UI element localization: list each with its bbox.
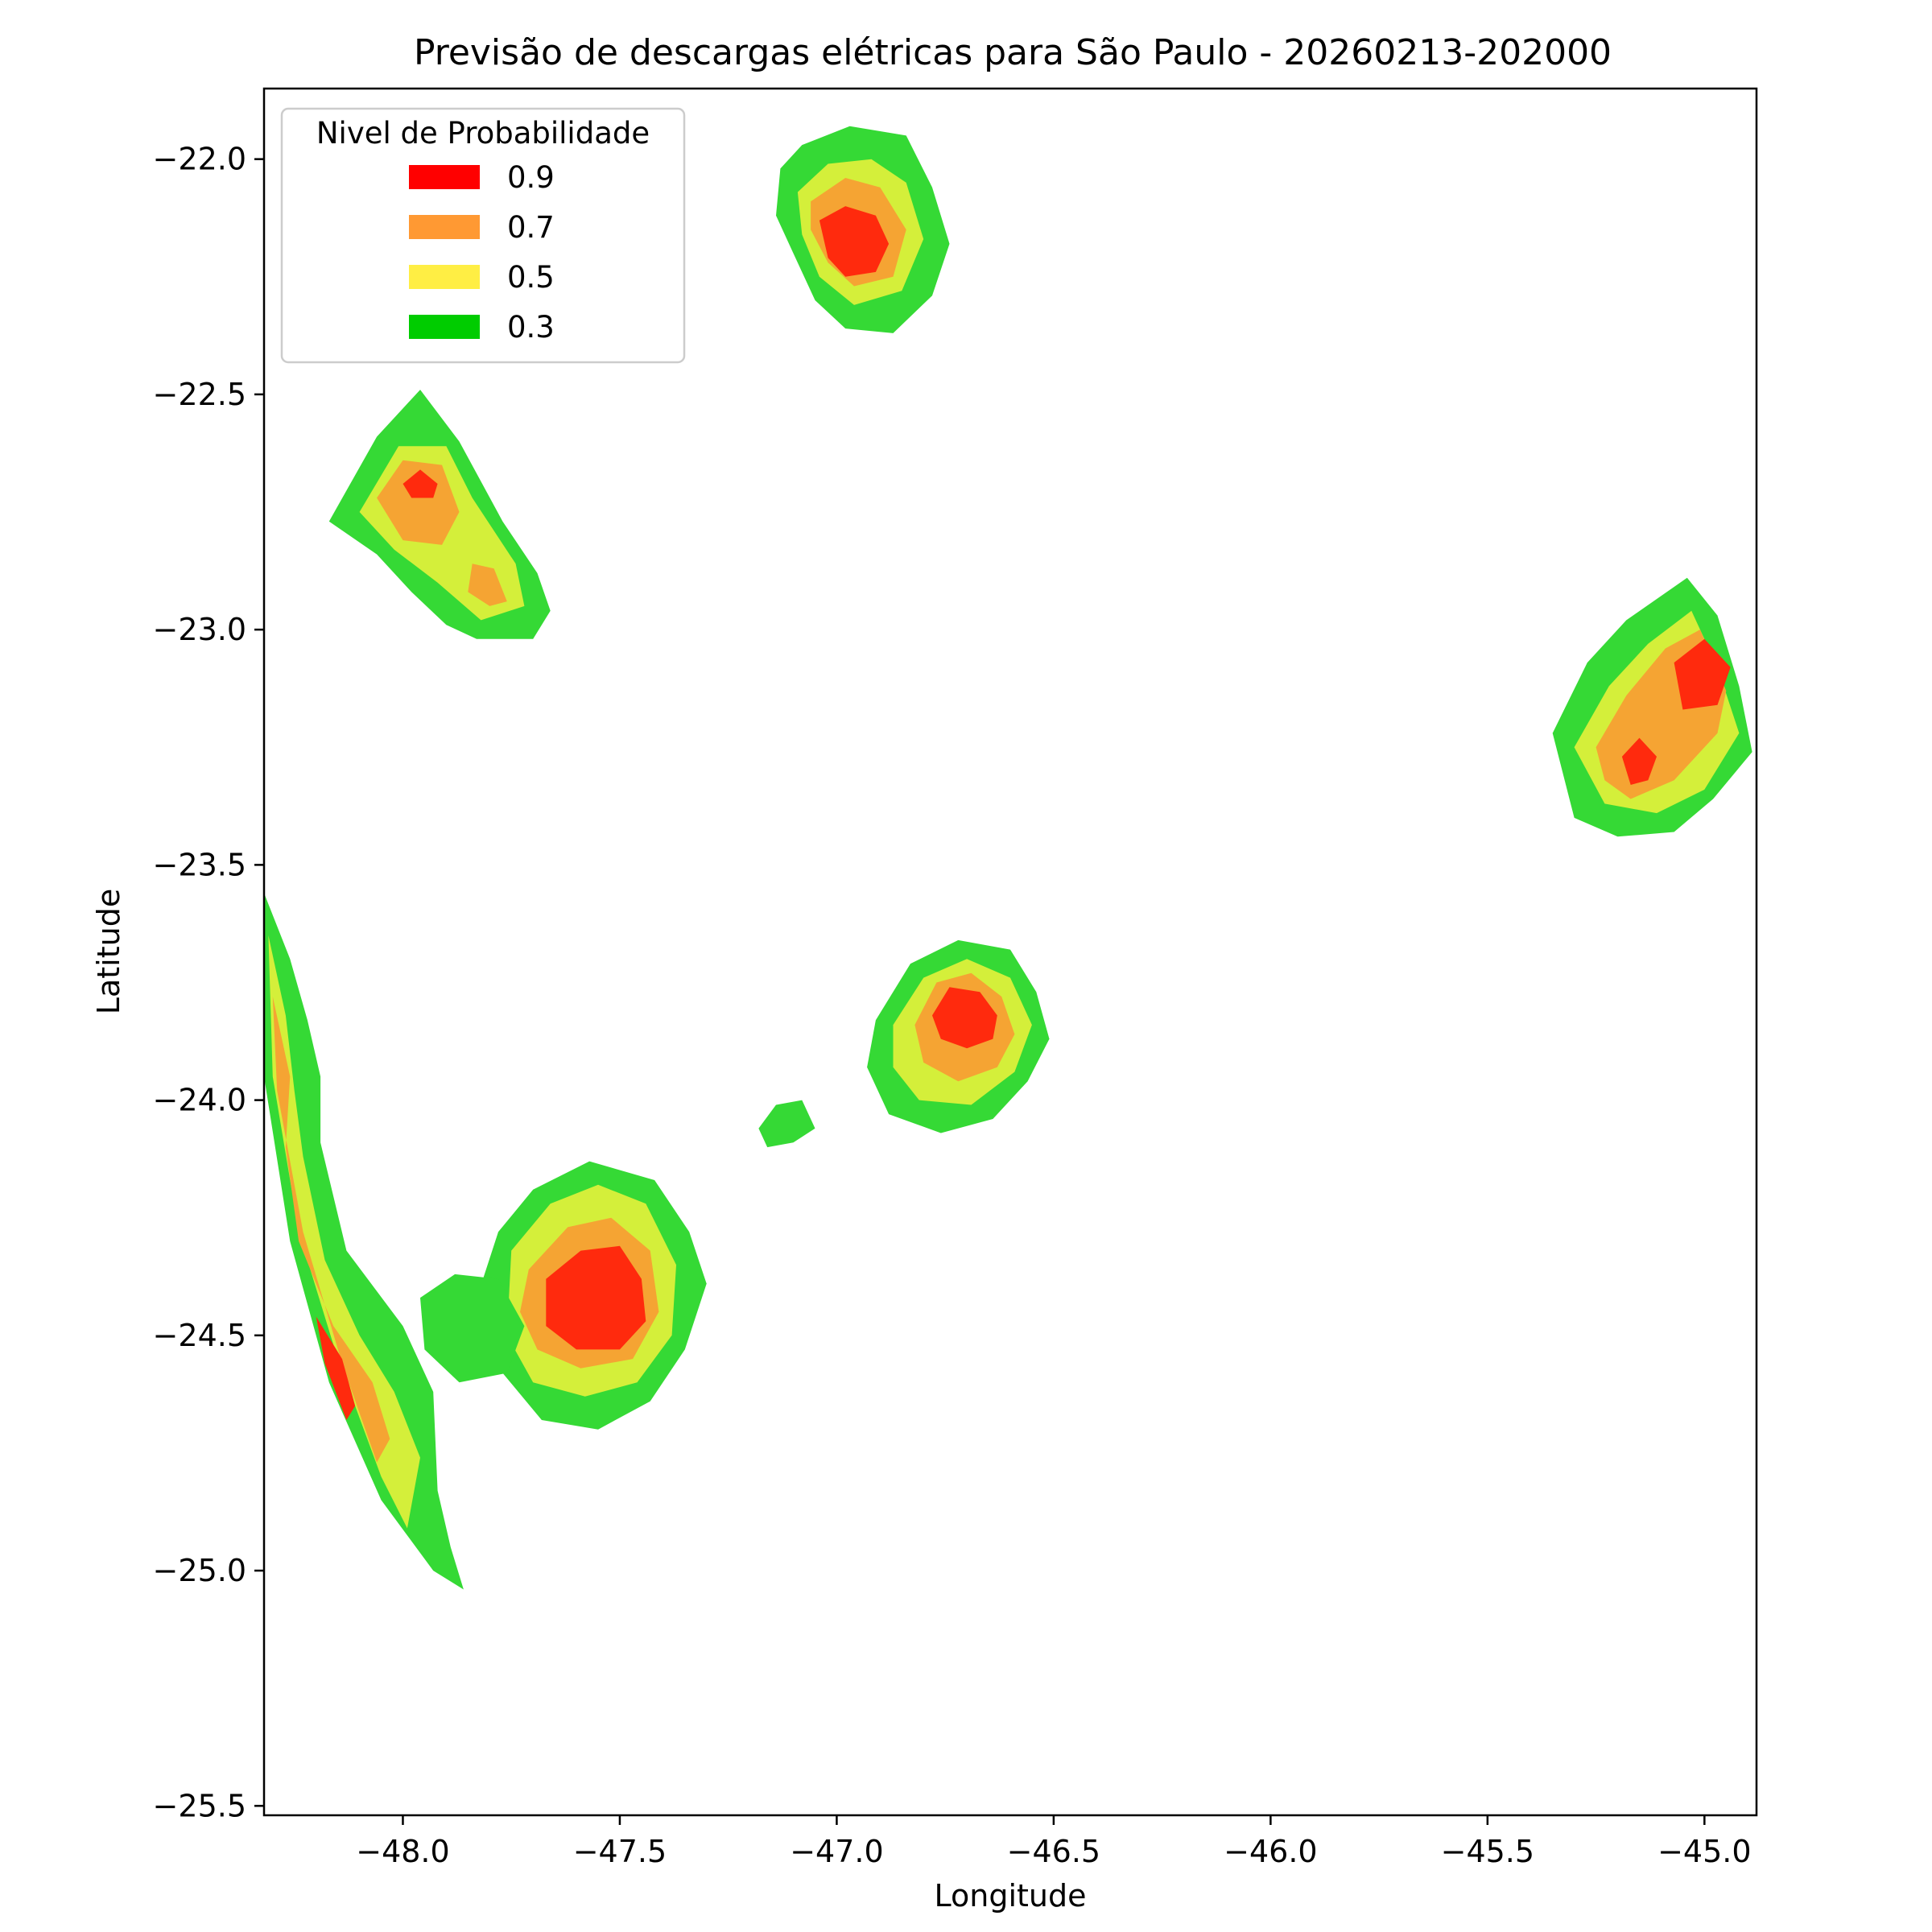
legend-box — [280, 107, 686, 364]
cell-east-extra-0-level-09 — [1621, 737, 1657, 785]
legend-swatch — [409, 265, 480, 289]
x-tick-label: −47.0 — [790, 1834, 883, 1869]
x-tick-label: −48.0 — [356, 1834, 449, 1869]
cell-central — [867, 939, 1050, 1133]
cell-southwest-band-level-07 — [272, 997, 390, 1463]
cell-northwest-level-07 — [377, 460, 460, 545]
legend-swatch — [409, 215, 480, 239]
cell-bridge-level-03 — [420, 1274, 525, 1383]
cell-southwest-band — [264, 893, 464, 1590]
y-tick-label: −23.5 — [153, 847, 246, 882]
y-tick-label: −23.0 — [153, 612, 246, 647]
chart-title: Previsão de descargas elétricas para São… — [414, 32, 1612, 73]
cell-east-level-09 — [1674, 638, 1731, 710]
y-tick-label: −22.5 — [153, 377, 246, 412]
x-tick-label: −47.5 — [573, 1834, 667, 1869]
x-tick-label: −46.5 — [1007, 1834, 1100, 1869]
x-axis-ticks: −48.0 −47.5 −47.0 −46.5 −46.0 −45.5 −45.0 — [356, 1815, 1752, 1869]
legend-label: 0.9 — [507, 160, 555, 195]
cell-southwest-band-level-03 — [264, 893, 464, 1590]
y-tick-label: −25.0 — [153, 1553, 246, 1588]
cell-southwest-band-level-05 — [268, 935, 420, 1529]
contour-fills — [264, 126, 1752, 1590]
x-tick-label: −45.5 — [1441, 1834, 1534, 1869]
cell-central-level-09 — [932, 987, 997, 1049]
cell-east — [1552, 577, 1752, 837]
legend-label: 0.3 — [507, 310, 555, 345]
y-axis-ticks: −22.0 −22.5 −23.0 −23.5 −24.0 −24.5 −25.0 −25.5 — [153, 142, 264, 1823]
cell-south-level-09 — [546, 1245, 646, 1350]
y-tick-label: −22.0 — [153, 142, 246, 177]
cell-small-blob-level-03 — [758, 1100, 815, 1148]
plot-frame — [262, 87, 1758, 1817]
cell-northwest-level-09 — [402, 469, 438, 498]
x-tick-label: −45.0 — [1657, 1834, 1751, 1869]
legend: Nivel de Probabilidade 0.9 0.7 0.5 0.3 — [280, 107, 686, 364]
cell-northwest-extra-0-level-07 — [468, 564, 507, 606]
y-tick-label: −24.5 — [153, 1318, 246, 1353]
x-axis-label: Longitude — [935, 1878, 1087, 1913]
x-tick-label: −46.0 — [1224, 1834, 1317, 1869]
y-tick-label: −24.0 — [153, 1083, 246, 1118]
cell-north — [776, 126, 950, 333]
cell-north-level-09 — [819, 206, 890, 277]
legend-label: 0.7 — [507, 210, 555, 245]
legend-swatch — [409, 165, 480, 189]
y-tick-label: −25.5 — [153, 1788, 246, 1823]
y-axis-label: Latitude — [91, 889, 126, 1014]
legend-entries: 0.9 0.7 0.5 0.3 — [409, 160, 555, 345]
legend-swatch — [409, 315, 480, 339]
cell-northwest — [328, 390, 551, 639]
cell-small-blob — [758, 1100, 815, 1148]
legend-label: 0.5 — [507, 260, 555, 295]
plot-area — [262, 87, 1758, 1817]
cell-south — [472, 1161, 707, 1430]
cell-bridge — [420, 1274, 525, 1383]
cell-southwest-band-level-09 — [316, 1316, 356, 1420]
legend-title: Nivel de Probabilidade — [316, 116, 650, 151]
